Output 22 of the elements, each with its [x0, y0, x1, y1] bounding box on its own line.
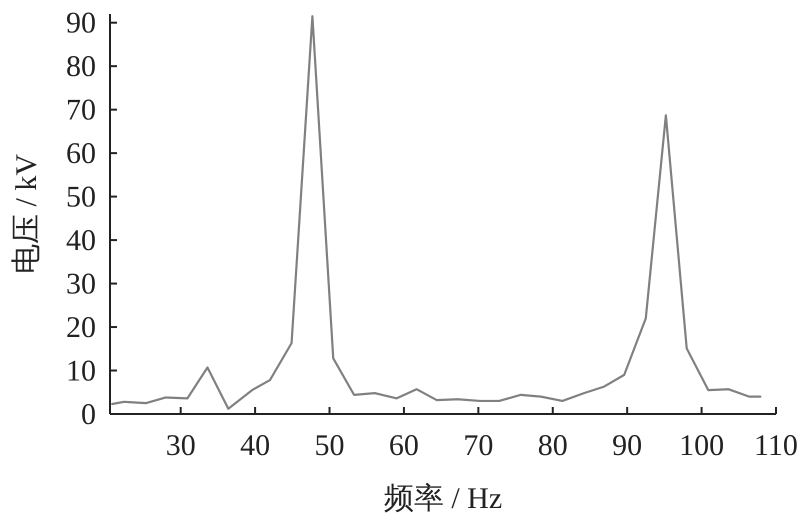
y-tick-label: 20 — [66, 311, 96, 344]
x-tick-label: 110 — [754, 429, 798, 462]
x-tick-label: 50 — [314, 429, 345, 462]
x-tick-label: 100 — [679, 429, 724, 462]
x-tick-label: 90 — [612, 429, 642, 462]
y-tick-label: 80 — [66, 50, 96, 84]
x-tick-label: 80 — [538, 429, 568, 462]
y-tick-label: 30 — [66, 268, 96, 301]
y-tick-label: 70 — [66, 94, 96, 127]
y-axis-title: 电压 / kV — [10, 154, 43, 274]
line-series — [111, 15, 762, 410]
x-tick-label: 70 — [463, 429, 494, 462]
y-tick-label: 10 — [66, 354, 96, 388]
x-tick-label: 60 — [388, 429, 419, 462]
x-axis-title: 频率 / Hz — [384, 482, 502, 515]
y-tick-label: 0 — [81, 398, 96, 431]
y-tick-label: 90 — [66, 6, 96, 40]
x-tick-label: 40 — [240, 429, 270, 462]
x-tick-label: 30 — [166, 429, 196, 462]
y-tick-label: 40 — [66, 224, 96, 258]
y-tick-label: 60 — [66, 137, 96, 170]
y-tick-label: 50 — [66, 180, 96, 214]
